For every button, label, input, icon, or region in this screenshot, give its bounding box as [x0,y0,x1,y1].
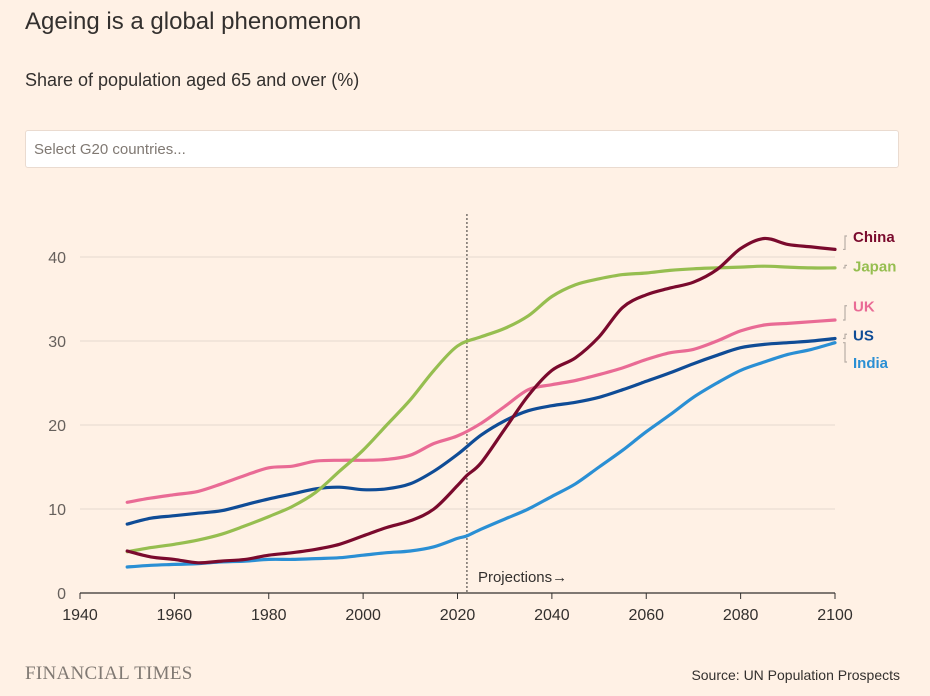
y-tick-label: 10 [48,502,66,519]
label-connector-china [843,235,847,251]
series-label-us: US [853,327,874,344]
y-tick-label: 20 [48,418,66,435]
x-tick-label: 2040 [534,607,570,624]
source-note: Source: UN Population Prospects [691,667,900,683]
axes: 0 10 20 30 40 1940 1960 1980 2000 2020 2040 2060 208… [48,250,853,624]
country-search-input[interactable] [25,130,899,168]
series-labels: China Japan UK US India [843,229,896,372]
x-tick-label: 2020 [440,607,476,624]
series-line-china [125,236,837,565]
x-tick-label: 2080 [723,607,759,624]
x-tick-label: 2060 [628,607,664,624]
chart-subtitle: Share of population aged 65 and over (%) [25,70,360,90]
gridlines [80,256,835,510]
label-connector-japan [843,264,847,269]
x-tick-label: 2000 [345,607,381,624]
label-connector-us [843,333,847,340]
label-connector-uk [843,305,847,321]
series-label-china: China [853,229,895,246]
series-label-uk: UK [853,299,875,316]
y-tick-label: 0 [57,586,66,603]
series-line-uk [125,318,837,504]
y-tick-label: 30 [48,334,66,351]
x-tick-label: 2100 [817,607,853,624]
x-tick-label: 1940 [62,607,98,624]
projection-annotation: Projections→ [466,214,567,593]
series-label-india: India [853,355,889,372]
series-line-us [125,336,837,526]
series-label-japan: Japan [853,258,896,275]
x-tick-label: 1960 [157,607,193,624]
series-line-india [125,341,837,569]
series-lines [125,236,837,569]
ft-logo: FINANCIAL TIMES [25,663,193,684]
y-tick-label: 40 [48,250,66,267]
chart-title: Ageing is a global phenomenon [25,8,362,35]
projection-label: Projections→ [478,569,567,586]
label-connector-india [843,342,847,363]
x-tick-label: 1980 [251,607,287,624]
